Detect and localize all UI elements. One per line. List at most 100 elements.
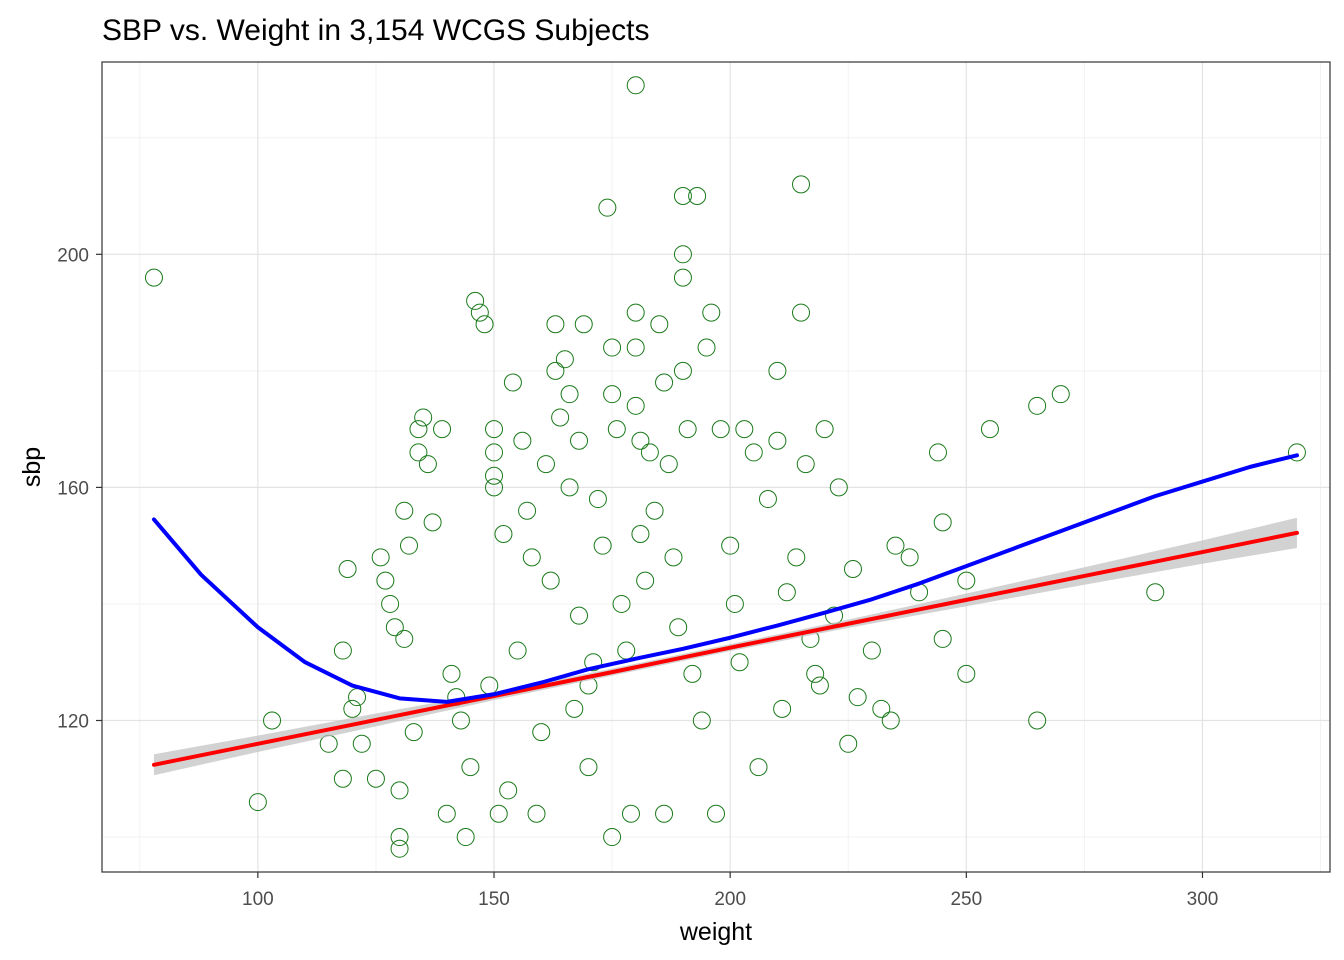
data-point-61	[570, 431, 589, 450]
x-tick-label-2: 200	[714, 889, 746, 910]
data-point-68	[593, 536, 612, 555]
data-point-70	[603, 338, 622, 357]
data-point-117	[792, 303, 811, 322]
data-point-62	[570, 606, 589, 625]
y-axis-title: sbp	[18, 447, 46, 487]
data-point-2	[263, 711, 282, 730]
data-point-76	[621, 804, 640, 823]
data-point-36	[475, 315, 494, 334]
data-point-113	[773, 699, 792, 718]
data-point-101	[702, 303, 721, 322]
data-point-111	[768, 361, 787, 380]
data-point-98	[688, 187, 707, 206]
loess-fit-line	[151, 453, 1299, 704]
data-point-93	[673, 245, 692, 264]
data-point-114	[777, 583, 796, 602]
data-point-129	[872, 699, 891, 718]
data-point-11	[371, 548, 390, 567]
data-point-60	[565, 699, 584, 718]
data-point-19	[395, 501, 414, 520]
data-point-59	[560, 478, 579, 497]
data-point-50	[527, 804, 546, 823]
data-point-27	[433, 420, 452, 439]
data-point-8	[348, 688, 367, 707]
data-point-99	[692, 711, 711, 730]
data-point-140	[1028, 396, 1047, 415]
data-point-31	[451, 711, 470, 730]
data-point-69	[598, 198, 617, 217]
data-point-106	[730, 653, 749, 672]
x-axis-title: weight	[679, 918, 752, 946]
linear-fit-line	[151, 530, 1299, 767]
data-point-32	[456, 828, 475, 847]
data-point-97	[683, 664, 702, 683]
grid	[102, 62, 1330, 872]
data-point-12	[376, 571, 395, 590]
data-point-88	[655, 804, 674, 823]
chart-title: SBP vs. Weight in 3,154 WCGS Subjects	[102, 14, 649, 47]
data-point-115	[787, 548, 806, 567]
data-point-46	[508, 641, 527, 660]
data-point-102	[707, 804, 725, 823]
data-point-107	[735, 420, 754, 439]
data-point-72	[603, 828, 622, 847]
data-point-0	[144, 268, 163, 287]
data-point-103	[711, 420, 730, 439]
data-point-33	[461, 758, 480, 777]
data-point-100	[697, 338, 716, 357]
data-point-128	[862, 641, 881, 660]
data-point-35	[470, 303, 489, 322]
data-point-124	[829, 478, 848, 497]
data-point-139	[980, 420, 999, 439]
y-tick-label-2: 200	[57, 245, 89, 266]
data-point-51	[532, 723, 551, 742]
data-point-105	[725, 594, 744, 613]
data-point-56	[551, 408, 570, 427]
data-point-92	[673, 187, 692, 206]
data-point-21	[404, 723, 423, 742]
data-point-44	[499, 781, 518, 800]
data-point-79	[626, 338, 645, 357]
data-point-39	[485, 443, 504, 462]
data-point-138	[957, 664, 976, 683]
data-point-16	[390, 828, 409, 847]
data-point-135	[933, 513, 952, 532]
data-point-45	[503, 373, 522, 392]
data-point-48	[518, 501, 537, 520]
data-point-53	[541, 571, 560, 590]
data-point-17	[390, 839, 409, 858]
data-point-112	[768, 431, 787, 450]
data-point-24	[414, 408, 433, 427]
data-point-110	[758, 490, 777, 509]
data-point-13	[381, 594, 400, 613]
data-point-82	[631, 525, 650, 544]
data-point-90	[664, 548, 683, 567]
y-tick-label-0: 120	[57, 711, 89, 732]
data-point-52	[536, 455, 555, 474]
data-point-47	[513, 431, 532, 450]
data-point-87	[655, 373, 674, 392]
data-point-7	[343, 699, 362, 718]
x-tick-label-0: 100	[242, 889, 274, 910]
data-point-143	[1146, 583, 1165, 602]
data-point-104	[721, 536, 740, 555]
fit-lines	[151, 453, 1299, 767]
data-point-25	[418, 455, 437, 474]
data-point-29	[442, 664, 461, 683]
data-point-49	[522, 548, 541, 567]
data-point-55	[546, 315, 565, 334]
data-point-23	[409, 443, 428, 462]
data-point-54	[546, 361, 565, 380]
data-point-91	[669, 618, 688, 637]
confidence-band	[153, 517, 1297, 776]
data-point-26	[423, 513, 442, 532]
data-point-121	[810, 676, 829, 695]
x-axis: 100 150 200 250 300	[242, 872, 1218, 910]
data-point-80	[626, 396, 645, 415]
data-point-66	[584, 653, 603, 672]
data-point-77	[626, 76, 645, 95]
x-tick-label-1: 150	[478, 889, 510, 910]
plot-panel-border	[101, 61, 1331, 873]
data-point-96	[678, 420, 697, 439]
